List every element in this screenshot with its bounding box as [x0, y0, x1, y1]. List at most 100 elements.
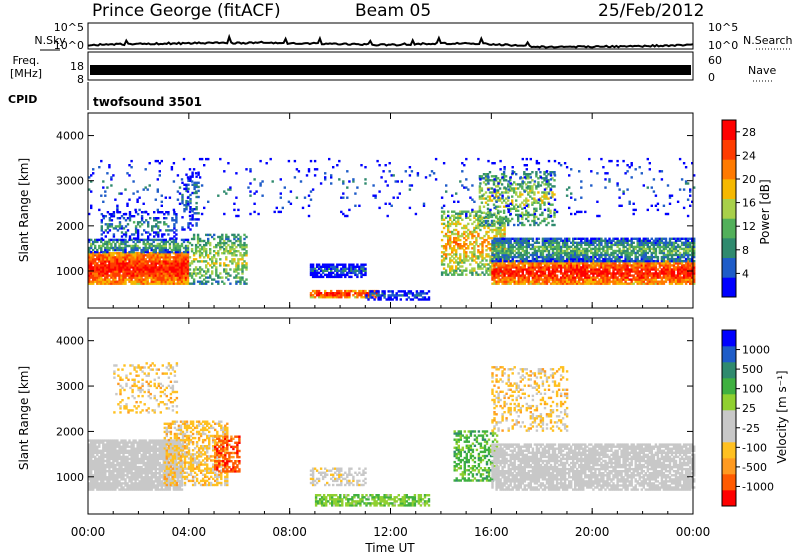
power-cell: [529, 266, 532, 269]
power-cell: [183, 183, 186, 186]
power-cell: [154, 244, 157, 248]
power-cell: [646, 270, 649, 273]
power-cell: [614, 278, 617, 281]
power-cell: [616, 266, 619, 269]
power-cell: [178, 250, 182, 254]
power-cell: [168, 260, 172, 263]
power-cell: [501, 234, 504, 238]
power-cell: [152, 272, 155, 275]
power-cell: [231, 262, 234, 265]
power-cell: [154, 274, 157, 277]
power-cell: [682, 276, 686, 279]
power-cell: [156, 278, 159, 281]
power-cell: [686, 278, 690, 281]
power-cell: [449, 234, 452, 238]
power-cell: [485, 232, 488, 236]
power-cell: [618, 264, 621, 267]
power-cell: [195, 212, 198, 215]
power-cell: [120, 256, 123, 259]
power-cell: [644, 272, 647, 275]
power-cell: [451, 267, 454, 270]
power-cell: [541, 243, 545, 247]
power-cell: [563, 264, 567, 267]
power-cell: [612, 274, 615, 277]
power-cell: [124, 238, 127, 242]
power-cell: [638, 276, 641, 279]
power-cell: [537, 217, 540, 221]
power-cell: [146, 266, 149, 269]
power-cell: [192, 258, 196, 261]
power-cell: [457, 216, 460, 219]
power-cell: [493, 259, 496, 263]
power-cell: [118, 270, 121, 273]
power-cell: [612, 278, 615, 281]
power-cell: [186, 266, 190, 269]
power-cell: [586, 272, 589, 275]
power-cell: [144, 242, 147, 246]
power-cell: [326, 296, 329, 299]
power-cell: [477, 232, 480, 236]
power-cell: [175, 217, 178, 220]
power-cell: [108, 258, 111, 261]
power-cell: [693, 268, 696, 271]
power-cell: [503, 247, 506, 250]
power-cell: [342, 267, 345, 270]
power-cell: [126, 274, 129, 277]
power-cell: [598, 274, 601, 277]
power-cell: [535, 276, 539, 279]
power-cell: [491, 263, 494, 266]
power-cell: [477, 234, 480, 238]
power-cell: [143, 229, 146, 232]
power-cell: [664, 270, 668, 273]
power-cell: [100, 248, 103, 252]
power-cell: [646, 266, 649, 269]
power-cell: [674, 280, 678, 283]
power-cell: [164, 250, 167, 254]
power-cell: [102, 256, 105, 259]
power-cell: [178, 260, 182, 263]
power-cell: [543, 245, 547, 249]
power-cell: [640, 282, 643, 285]
power-cell: [513, 266, 516, 269]
power-cell: [188, 262, 192, 265]
power-cell: [189, 175, 192, 178]
power-cell: [207, 268, 210, 271]
power-cell: [166, 248, 170, 252]
power-cell: [108, 282, 111, 285]
power-cell: [158, 242, 161, 246]
power-cell: [235, 266, 238, 269]
power-cell: [409, 292, 413, 295]
power-cell: [513, 249, 516, 253]
power-cell: [198, 243, 202, 247]
power-cell: [96, 254, 99, 257]
power-cell: [638, 280, 641, 283]
power-cell: [194, 268, 198, 271]
power-cell: [503, 226, 506, 230]
power-cell: [132, 282, 135, 285]
power-cell: [523, 264, 526, 267]
power-cell: [311, 269, 315, 272]
power-cell: [513, 274, 516, 277]
power-cell: [132, 258, 135, 261]
power-cell: [517, 241, 520, 244]
power-cell: [485, 238, 488, 242]
power-cell: [505, 247, 508, 251]
power-cell: [535, 199, 538, 202]
power-cell: [189, 222, 192, 225]
power-cell: [98, 256, 101, 259]
power-cell: [533, 274, 537, 277]
power-cell: [503, 251, 506, 255]
power-cell: [116, 268, 119, 271]
power-cell: [144, 238, 147, 242]
power-cell: [602, 280, 605, 283]
power-cell: [360, 294, 363, 297]
power-cell: [104, 266, 107, 269]
power-cell: [233, 237, 236, 241]
power-cell: [582, 274, 585, 277]
power-cell: [120, 280, 123, 283]
power-cell: [539, 266, 543, 269]
power-cell: [535, 255, 539, 259]
power-cell: [330, 296, 333, 299]
power-cell: [495, 274, 498, 277]
power-cell: [108, 280, 111, 283]
